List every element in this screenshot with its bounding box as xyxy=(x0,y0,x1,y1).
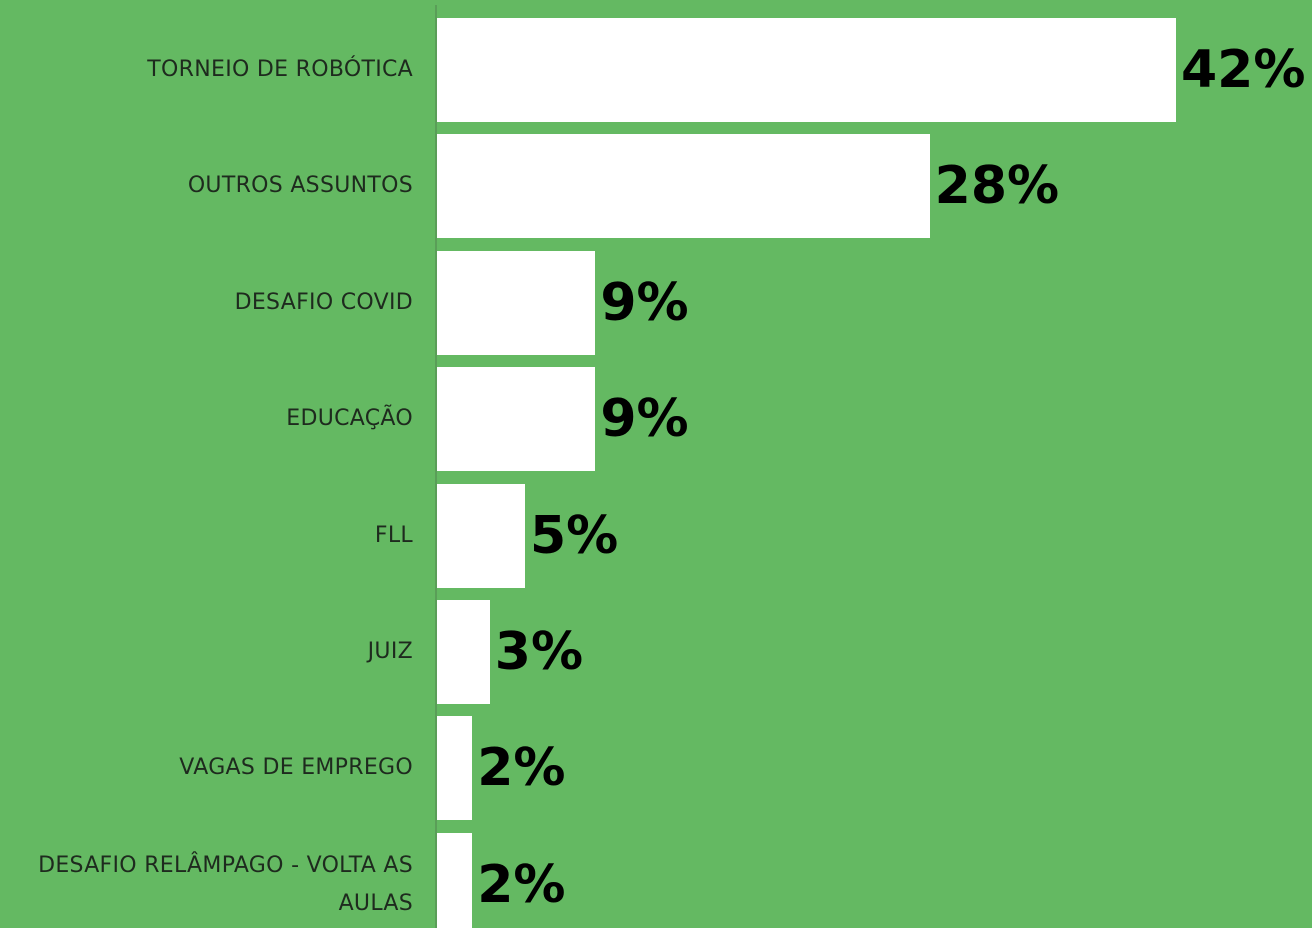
category-label: EDUCAÇÃO xyxy=(0,367,413,471)
category-text: EDUCAÇÃO xyxy=(286,406,413,432)
category-text: FLL xyxy=(374,522,413,548)
category-label: OUTROS ASSUNTOS xyxy=(0,134,413,238)
bar xyxy=(437,483,525,588)
value-label: 28% xyxy=(934,156,1060,217)
value-label: 9% xyxy=(600,272,689,333)
category-label: FLL xyxy=(0,484,413,588)
category-label: DESAFIO RELÂMPAGO - VOLTA AS AULAS xyxy=(0,833,413,928)
bar xyxy=(437,250,596,355)
category-label: TORNEIO DE ROBÓTICA xyxy=(0,18,413,122)
category-text: DESAFIO COVID xyxy=(234,289,413,315)
category-text: OUTROS ASSUNTOS xyxy=(187,173,413,199)
value-label: 9% xyxy=(600,389,689,450)
bar xyxy=(437,367,596,472)
value-label: 42% xyxy=(1181,40,1306,100)
axis-line xyxy=(435,5,437,928)
bar xyxy=(437,716,473,821)
value-label: 3% xyxy=(494,622,584,682)
bar xyxy=(437,18,1176,122)
category-text: VAGAS DE EMPREGO xyxy=(179,755,413,781)
bar xyxy=(437,134,930,239)
bar xyxy=(437,600,490,704)
value-label: 2% xyxy=(477,854,566,915)
bar xyxy=(437,832,473,928)
value-label: 5% xyxy=(529,505,619,566)
value-label: 2% xyxy=(477,738,566,799)
category-label: DESAFIO COVID xyxy=(0,251,413,355)
category-text: DESAFIO RELÂMPAGO - VOLTA AS AULAS xyxy=(38,852,413,916)
category-text: TORNEIO DE ROBÓTICA xyxy=(147,57,413,82)
category-label: VAGAS DE EMPREGO xyxy=(0,716,413,820)
category-label: JUIZ xyxy=(0,600,413,704)
category-text: JUIZ xyxy=(367,639,413,664)
